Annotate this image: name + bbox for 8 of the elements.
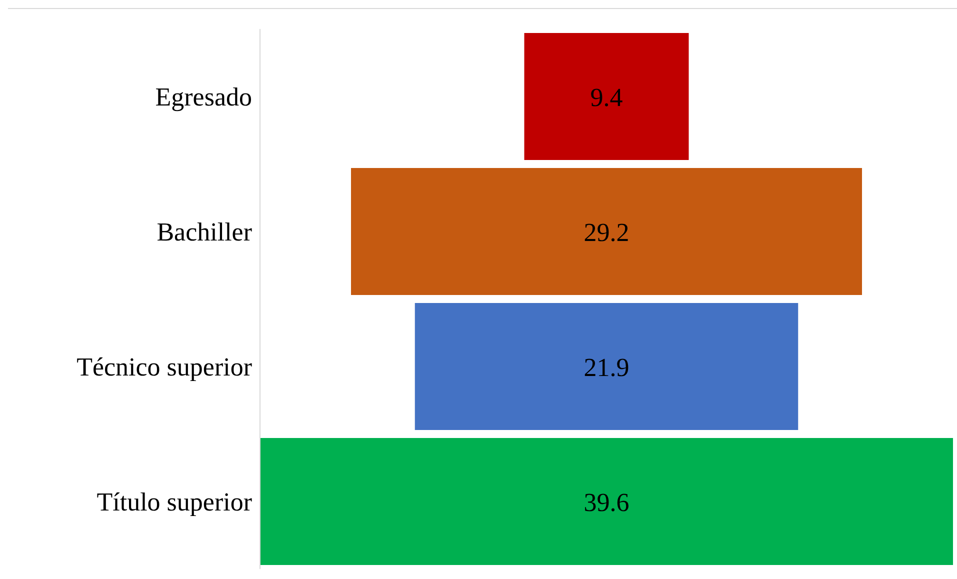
category-label: Título superior: [96, 488, 252, 517]
category-label: Técnico superior: [76, 352, 252, 382]
category-label: Bachiller: [156, 218, 252, 247]
data-label: 39.6: [584, 488, 630, 517]
data-label: 9.4: [590, 82, 623, 112]
data-label: 29.2: [584, 218, 630, 247]
data-label: 21.9: [584, 352, 630, 382]
category-label: Egresado: [155, 82, 252, 112]
